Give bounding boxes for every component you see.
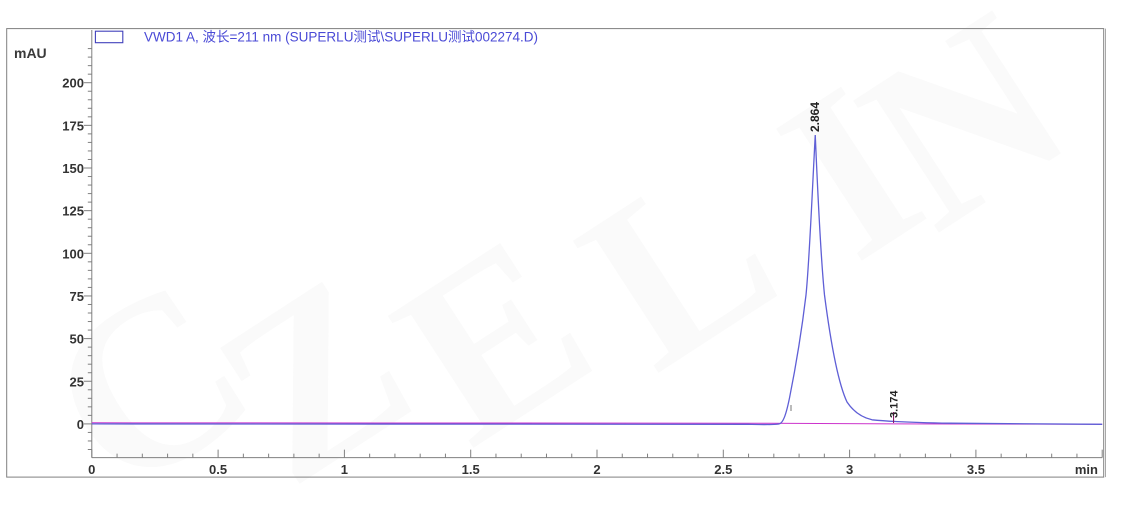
svg-text:3.5: 3.5 — [967, 462, 985, 477]
svg-text:175: 175 — [62, 118, 84, 133]
svg-text:25: 25 — [70, 374, 84, 389]
svg-text:3: 3 — [846, 462, 853, 477]
svg-text:mAU: mAU — [14, 45, 47, 61]
svg-text:2: 2 — [593, 462, 600, 477]
svg-text:VWD1 A, 波长=211 nm (SUPERLU测试\S: VWD1 A, 波长=211 nm (SUPERLU测试\SUPERLU测试00… — [144, 30, 538, 45]
svg-text:75: 75 — [70, 289, 84, 304]
svg-text:0.5: 0.5 — [209, 462, 227, 477]
svg-text:125: 125 — [62, 204, 84, 219]
svg-text:200: 200 — [62, 76, 84, 91]
svg-text:50: 50 — [70, 332, 84, 347]
svg-text:1: 1 — [341, 462, 348, 477]
svg-text:2.864: 2.864 — [808, 102, 822, 132]
svg-text:100: 100 — [62, 246, 84, 261]
svg-text:2.5: 2.5 — [714, 462, 732, 477]
svg-text:3.174: 3.174 — [889, 390, 901, 418]
svg-text:150: 150 — [62, 161, 84, 176]
svg-text:1.5: 1.5 — [462, 462, 480, 477]
svg-text:0: 0 — [77, 417, 84, 432]
svg-text:min: min — [1075, 462, 1098, 477]
svg-text:0: 0 — [88, 462, 95, 477]
